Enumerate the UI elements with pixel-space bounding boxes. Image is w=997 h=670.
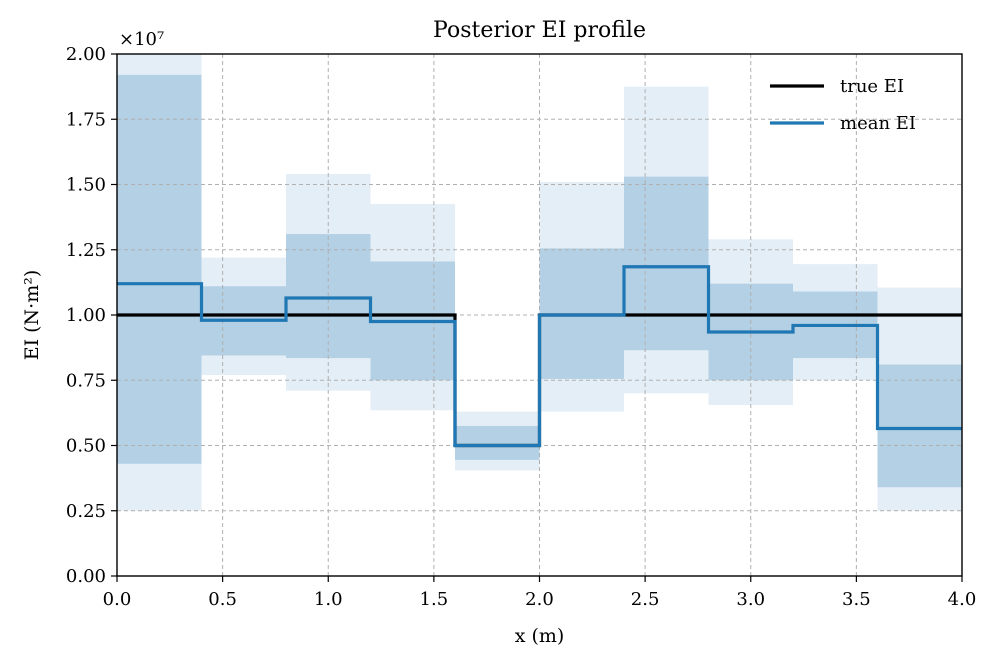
- band-1-segment-4: [455, 425, 540, 460]
- band-1-segment-0: [117, 74, 202, 464]
- legend-label-true-ei: true EI: [840, 76, 904, 97]
- chart-title: Posterior EI profile: [433, 18, 646, 43]
- legend: true EI mean EI: [770, 76, 916, 134]
- band-1-segment-9: [877, 364, 962, 488]
- band-0-segment-3: [370, 204, 455, 411]
- x-axis-label: x (m): [515, 625, 565, 647]
- x-tick-label-8: 4.0: [948, 589, 977, 610]
- series-line-1: [117, 265, 962, 448]
- x-tick-label-6: 3.0: [736, 589, 765, 610]
- y-tick-label-7: 1.75: [66, 109, 106, 130]
- series-lines: [117, 265, 962, 448]
- x-tick-label-3: 1.5: [420, 589, 449, 610]
- band-1-segment-6: [624, 176, 709, 351]
- axis-ticks: 0.0 0.5 1.0 1.5 2.0 2.5 3.0 3.5 4.0 0.00 0.25 0.50 0…: [66, 44, 976, 610]
- y-tick-label-8: 2.00: [66, 44, 106, 65]
- y-axis-label: EI (N·m²): [21, 270, 43, 361]
- legend-label-mean-ei: mean EI: [840, 113, 916, 134]
- y-tick-label-5: 1.25: [66, 240, 106, 261]
- x-tick-label-7: 3.5: [842, 589, 871, 610]
- x-tick-label-2: 1.0: [314, 589, 343, 610]
- x-tick-label-1: 0.5: [208, 589, 237, 610]
- x-tick-label-0: 0.0: [103, 589, 132, 610]
- x-tick-label-5: 2.5: [631, 589, 660, 610]
- band-0-segment-8: [793, 264, 878, 381]
- y-tick-label-4: 1.00: [66, 305, 106, 326]
- band-0-segment-9: [877, 287, 962, 511]
- band-0-segment-5: [539, 181, 624, 412]
- band-0-segment-4: [455, 411, 540, 471]
- x-tick-label-4: 2.0: [525, 589, 554, 610]
- y-scale-note: ×10⁷: [119, 29, 164, 50]
- y-tick-label-3: 0.75: [66, 370, 106, 391]
- y-tick-label-0: 0.00: [66, 566, 106, 587]
- y-tick-label-6: 1.50: [66, 175, 106, 196]
- band-0-segment-6: [624, 86, 709, 394]
- y-tick-label-2: 0.50: [66, 436, 106, 457]
- y-tick-label-1: 0.25: [66, 501, 106, 522]
